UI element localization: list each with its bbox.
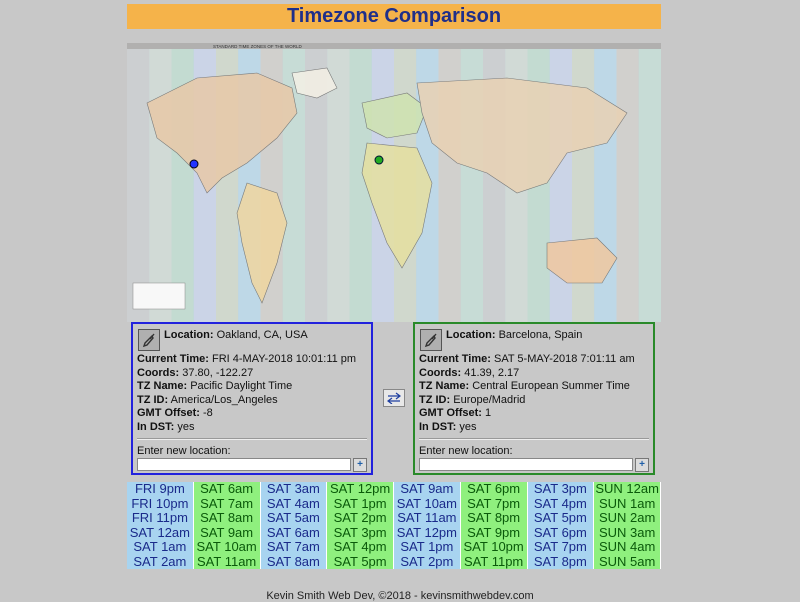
time-cell: SAT 4am — [260, 496, 328, 511]
location-info: Current Time: SAT 5-MAY-2018 7:01:11 am … — [419, 353, 635, 433]
location-line: Location: Oakland, CA, USA — [164, 329, 308, 341]
time-cell: SAT 5pm — [327, 554, 394, 569]
time-cell: SAT 9pm — [460, 525, 528, 540]
dst-value: yes — [177, 420, 195, 433]
current-time-value: SAT 5-MAY-2018 7:01:11 am — [493, 353, 635, 365]
time-cell: SAT 3pm — [527, 481, 595, 497]
location-panel-right: Location: Barcelona, Spain Current Time:… — [413, 322, 655, 475]
marker-right-icon — [374, 155, 384, 165]
time-cell: SUN 4am — [594, 539, 661, 555]
time-cell: SAT 5am — [260, 510, 328, 526]
page-title: Timezone Comparison — [127, 4, 661, 29]
footer: Kevin Smith Web Dev, ©2018 - kevinsmithw… — [266, 590, 534, 602]
svg-text:STANDARD TIME ZONES OF THE WOR: STANDARD TIME ZONES OF THE WORLD — [213, 44, 303, 49]
location-panel-left: Location: Oakland, CA, USA Current Time:… — [131, 322, 373, 475]
location-info: Current Time: FRI 4-MAY-2018 10:01:11 pm… — [137, 353, 357, 433]
location-value: Barcelona, Spain — [498, 329, 583, 341]
location-input-right[interactable] — [419, 458, 633, 471]
time-cell: SAT 1pm — [394, 539, 461, 555]
tz-name-value: Central European Summer Time — [472, 380, 630, 392]
time-cell: SAT 12pm — [394, 525, 461, 540]
gmt-offset-value: -8 — [203, 407, 213, 419]
time-cell: SAT 5pm — [527, 510, 595, 526]
time-cell: SAT 7pm — [527, 539, 595, 555]
tz-name-value: Pacific Daylight Time — [190, 380, 293, 392]
map-image: STANDARD TIME ZONES OF THE WORLD — [127, 43, 661, 322]
time-cell: FRI 10pm — [127, 496, 194, 511]
location-input-left[interactable] — [137, 458, 351, 471]
time-cell: SUN 5am — [594, 554, 661, 569]
time-cell: SUN 1am — [594, 496, 661, 511]
divider — [137, 438, 367, 440]
time-cell: SAT 2pm — [327, 510, 394, 526]
time-cell: SAT 2am — [127, 554, 194, 569]
time-cell: FRI 11pm — [127, 510, 194, 526]
time-cell: SAT 3pm — [327, 525, 394, 540]
gmt-offset-value: 1 — [485, 407, 492, 419]
time-cell: SAT 8am — [260, 554, 328, 569]
swap-arrows-icon — [387, 392, 401, 404]
time-cell: SAT 9am — [193, 525, 261, 540]
pin-icon[interactable] — [420, 329, 442, 351]
time-cell: SUN 12am — [594, 481, 661, 497]
time-cell: SUN 2am — [594, 510, 661, 526]
coords-value: 41.39, 2.17 — [464, 366, 520, 379]
add-location-button-right[interactable]: + — [635, 458, 649, 472]
time-cell: SAT 8pm — [527, 554, 595, 569]
location-line: Location: Barcelona, Spain — [446, 329, 583, 341]
add-location-button-left[interactable]: + — [353, 458, 367, 472]
time-cell: FRI 9pm — [127, 481, 194, 497]
divider — [419, 438, 649, 440]
time-cell: SAT 12am — [127, 525, 194, 540]
time-cell: SAT 1pm — [327, 496, 394, 511]
time-cell: SAT 4pm — [527, 496, 595, 511]
tz-id-value: America/Los_Angeles — [170, 393, 278, 406]
time-comparison-grid: FRI 9pm SAT 6am SAT 3am SAT 12pm SAT 9am SAT … — [127, 481, 661, 569]
time-cell: SAT 7am — [260, 539, 328, 555]
time-cell: SAT 8pm — [460, 510, 528, 526]
swap-button[interactable] — [383, 389, 405, 407]
current-time-value: FRI 4-MAY-2018 10:01:11 pm — [211, 353, 357, 365]
time-cell: SAT 11am — [193, 554, 261, 569]
time-cell: SAT 7am — [193, 496, 261, 511]
time-cell: SAT 1am — [127, 539, 194, 555]
time-cell: SAT 6am — [193, 481, 261, 497]
time-cell: SAT 10am — [193, 539, 261, 555]
time-cell: SAT 3am — [260, 481, 328, 497]
marker-left-icon — [189, 159, 199, 169]
time-cell: SAT 6pm — [527, 525, 595, 540]
pin-icon[interactable] — [138, 329, 160, 351]
time-cell: SAT 9am — [394, 481, 461, 497]
time-cell: SAT 7pm — [460, 496, 528, 511]
enter-location-label: Enter new location: — [137, 445, 231, 457]
time-cell: SAT 6pm — [460, 481, 528, 497]
world-timezone-map[interactable]: STANDARD TIME ZONES OF THE WORLD — [127, 43, 661, 322]
coords-value: 37.80, -122.27 — [182, 366, 254, 379]
time-cell: SAT 10am — [394, 496, 461, 511]
time-cell: SAT 10pm — [460, 539, 528, 555]
time-cell: SAT 11am — [394, 510, 461, 526]
tz-id-value: Europe/Madrid — [453, 393, 526, 406]
time-cell: SUN 3am — [594, 525, 661, 540]
time-cell: SAT 11pm — [460, 554, 528, 569]
time-cell: SAT 4pm — [327, 539, 394, 555]
time-cell: SAT 6am — [260, 525, 328, 540]
dst-value: yes — [459, 420, 477, 433]
time-cell: SAT 2pm — [394, 554, 461, 569]
enter-location-label: Enter new location: — [419, 445, 513, 457]
location-value: Oakland, CA, USA — [216, 329, 308, 341]
time-cell: SAT 12pm — [327, 481, 394, 497]
time-cell: SAT 8am — [193, 510, 261, 526]
